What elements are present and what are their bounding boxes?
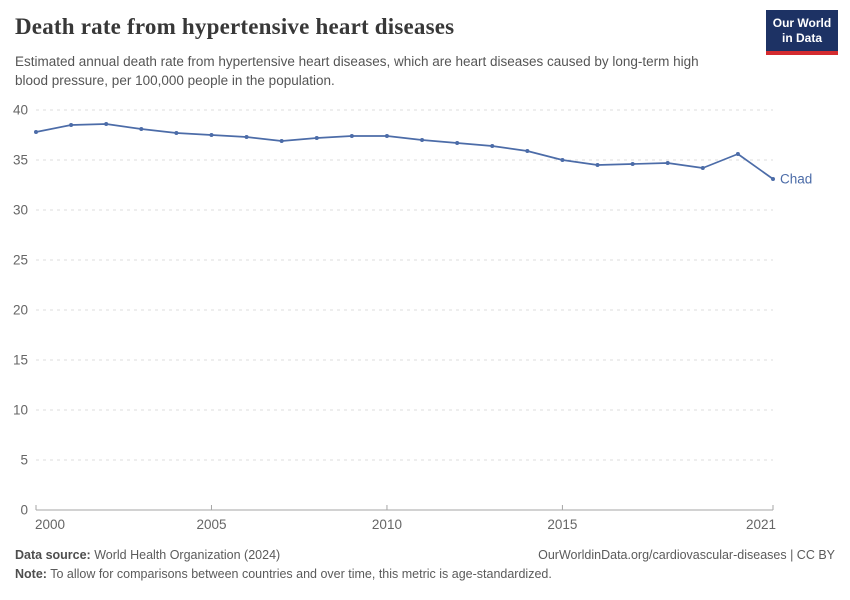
x-tick-label: 2000 bbox=[35, 517, 65, 532]
data-point bbox=[69, 123, 74, 127]
data-point bbox=[349, 134, 354, 138]
attribution-link[interactable]: OurWorldinData.org/cardiovascular-diseas… bbox=[538, 548, 835, 562]
data-point bbox=[595, 163, 600, 167]
x-tick-label: 2015 bbox=[547, 517, 577, 532]
data-point bbox=[104, 122, 109, 126]
trend-line bbox=[35, 123, 774, 180]
note-line: Note: To allow for comparisons between c… bbox=[15, 567, 552, 581]
y-tick-label: 10 bbox=[13, 403, 28, 418]
x-tick-label: 2005 bbox=[196, 517, 226, 532]
data-point bbox=[630, 162, 635, 166]
data-source-label: Data source: bbox=[15, 548, 91, 562]
data-source-line: Data source: World Health Organization (… bbox=[15, 546, 280, 565]
chart-footer: Data source: World Health Organization (… bbox=[15, 546, 835, 585]
data-point bbox=[735, 152, 740, 156]
y-tick-label: 0 bbox=[20, 503, 28, 518]
data-point bbox=[34, 130, 38, 134]
data-point bbox=[244, 135, 249, 139]
page-title: Death rate from hypertensive heart disea… bbox=[15, 14, 455, 39]
data-point bbox=[174, 131, 179, 135]
data-point bbox=[209, 133, 214, 137]
data-point bbox=[490, 144, 495, 148]
note-label: Note: bbox=[15, 567, 47, 582]
data-point bbox=[455, 141, 460, 145]
x-tick-label: 2010 bbox=[372, 517, 402, 532]
data-point bbox=[525, 149, 530, 153]
series-label: Chad bbox=[780, 172, 812, 187]
data-point bbox=[560, 158, 565, 162]
y-tick-label: 35 bbox=[13, 153, 28, 168]
data-point bbox=[665, 161, 670, 165]
y-tick-label: 40 bbox=[13, 103, 28, 118]
note-value: To allow for comparisons between countri… bbox=[46, 567, 552, 582]
data-point bbox=[384, 134, 389, 138]
y-tick-label: 15 bbox=[13, 353, 28, 368]
owid-logo-text-line2: in Data bbox=[781, 30, 822, 45]
owid-logo-text-line1: Our World bbox=[772, 16, 832, 30]
chart-subtitle: Estimated annual death rate from hyperte… bbox=[15, 54, 699, 89]
y-tick-label: 5 bbox=[20, 453, 28, 468]
y-tick-label: 25 bbox=[13, 253, 28, 268]
data-point bbox=[314, 136, 319, 140]
x-tick-label: 2021 bbox=[746, 517, 776, 532]
owid-logo[interactable]: Our World in Data bbox=[766, 10, 838, 56]
data-point bbox=[279, 139, 284, 143]
data-source-value: World Health Organization (2024) bbox=[90, 548, 281, 562]
y-tick-label: 20 bbox=[13, 303, 28, 318]
data-point bbox=[771, 177, 775, 181]
data-point bbox=[420, 138, 425, 142]
data-point bbox=[139, 127, 144, 131]
data-point bbox=[700, 166, 705, 170]
y-tick-label: 30 bbox=[13, 203, 28, 218]
